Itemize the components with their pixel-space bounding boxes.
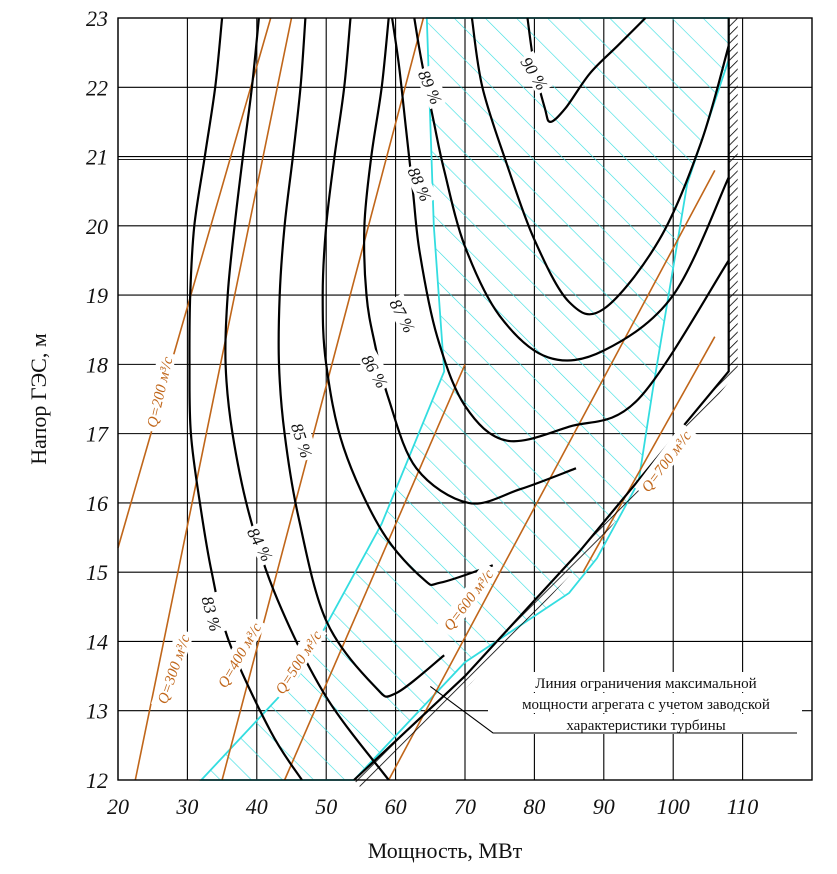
efficiency-curve (391, 17, 730, 443)
y-tick-label: 13 (86, 699, 108, 724)
efficiency-label-bg (287, 418, 319, 463)
flow-line (134, 17, 293, 781)
flow-label-bg (634, 423, 697, 499)
efficiency-curve (321, 17, 494, 587)
y-tick-label: 17 (86, 422, 109, 447)
annotation-bg (488, 672, 802, 692)
axes: 20 30 40 50 60 70 80 90 100 110 12 13 14 15 16 17 18 19 20… (26, 6, 813, 863)
y-tick-label: 22 (86, 75, 108, 100)
y-tick-label: 16 (86, 491, 108, 516)
efficiency-curve (277, 17, 445, 698)
x-tick-label: 70 (454, 794, 476, 819)
x-tick-label: 50 (315, 794, 337, 819)
flow-line (117, 17, 272, 549)
flow-lines (117, 17, 716, 781)
flow-label-bg (436, 561, 499, 637)
efficiency-label-bg (242, 521, 280, 567)
efficiency-label-bg (516, 50, 555, 96)
flow-line (387, 170, 716, 781)
annotation-bg (488, 714, 802, 734)
annotation-text: мощности агрегата с учетом заводской (522, 697, 770, 713)
annotation-bg (488, 693, 802, 713)
annotation: Линия ограничения максимальной мощности а… (429, 672, 802, 734)
flow-label-bg (140, 350, 177, 433)
y-tick-label: 15 (86, 560, 108, 585)
efficiency-curve (188, 17, 303, 781)
y-tick-label: 19 (86, 283, 108, 308)
x-tick-label: 20 (107, 794, 129, 819)
efficiency-label: 88 % (404, 164, 436, 204)
flow-label: Q=700 м³/с (639, 428, 695, 495)
annotation-text: характеристики турбины (566, 718, 725, 734)
efficiency-label-bg (385, 293, 422, 338)
efficiency-label-bg (413, 64, 449, 110)
limit-line (353, 18, 738, 787)
x-axis-title: Мощность, МВт (368, 838, 523, 863)
flow-label: Q=300 м³/с (155, 632, 194, 706)
y-tick-label: 14 (86, 629, 108, 654)
x-tick-label: 110 (727, 794, 758, 819)
flow-label-bg (210, 615, 267, 694)
flow-line (221, 17, 425, 781)
efficiency-label-bg (403, 161, 439, 207)
limit-line-path (353, 18, 730, 781)
flow-line (283, 364, 466, 781)
plot-frame (117, 17, 813, 781)
y-tick-label: 18 (86, 352, 108, 377)
x-tick-label: 60 (385, 794, 407, 819)
efficiency-curve (363, 17, 577, 505)
efficiency-label: 83 % (197, 594, 225, 633)
y-tick-label: 12 (86, 768, 108, 793)
flow-label-bg (151, 628, 195, 710)
y-axis-title: Напор ГЭС, м (26, 333, 51, 465)
x-tick-label: 40 (246, 794, 268, 819)
y-tick-label: 20 (86, 214, 108, 239)
efficiency-label-bg (197, 591, 228, 636)
y-tick-label: 21 (86, 145, 108, 170)
x-tick-label: 80 (523, 794, 545, 819)
x-tick-label: 90 (593, 794, 615, 819)
annotation-leader (429, 686, 797, 734)
x-tick-label: 30 (175, 794, 198, 819)
annotation-text: Линия ограничения максимальной (535, 676, 756, 692)
flow-label-bg (268, 623, 327, 701)
x-tick-label: 100 (657, 794, 690, 819)
efficiency-label: 85 % (287, 421, 316, 461)
efficiency-curve (470, 17, 730, 316)
efficiency-label-bg (356, 348, 395, 394)
y-tick-label: 23 (86, 6, 108, 31)
